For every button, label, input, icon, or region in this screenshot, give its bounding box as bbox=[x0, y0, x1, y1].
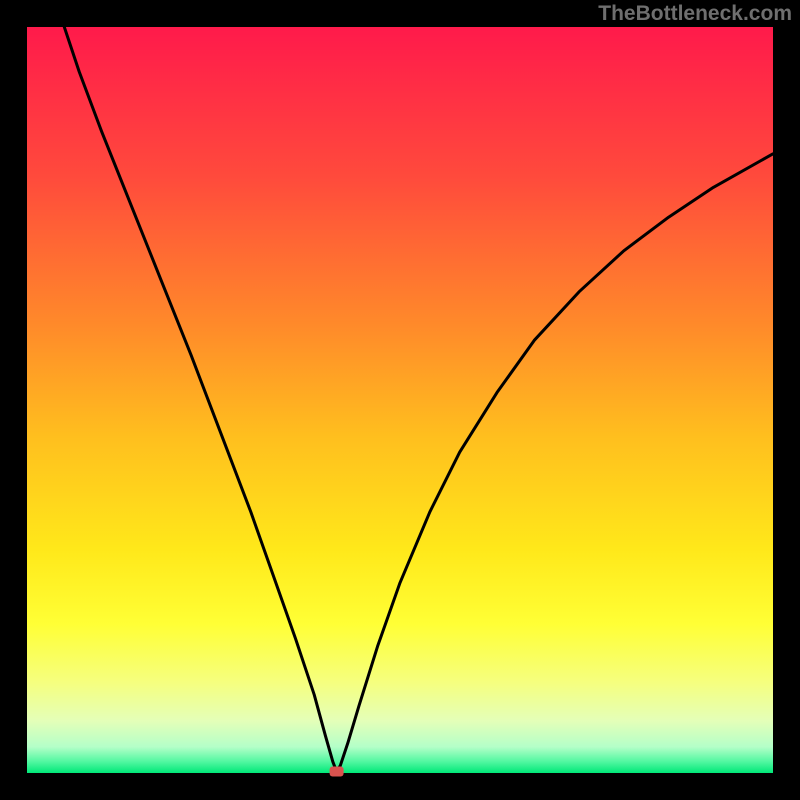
chart-plot-area bbox=[27, 27, 773, 773]
bottleneck-chart bbox=[0, 0, 800, 800]
chart-container: TheBottleneck.com bbox=[0, 0, 800, 800]
optimum-marker bbox=[330, 767, 344, 777]
watermark-text: TheBottleneck.com bbox=[598, 2, 792, 26]
